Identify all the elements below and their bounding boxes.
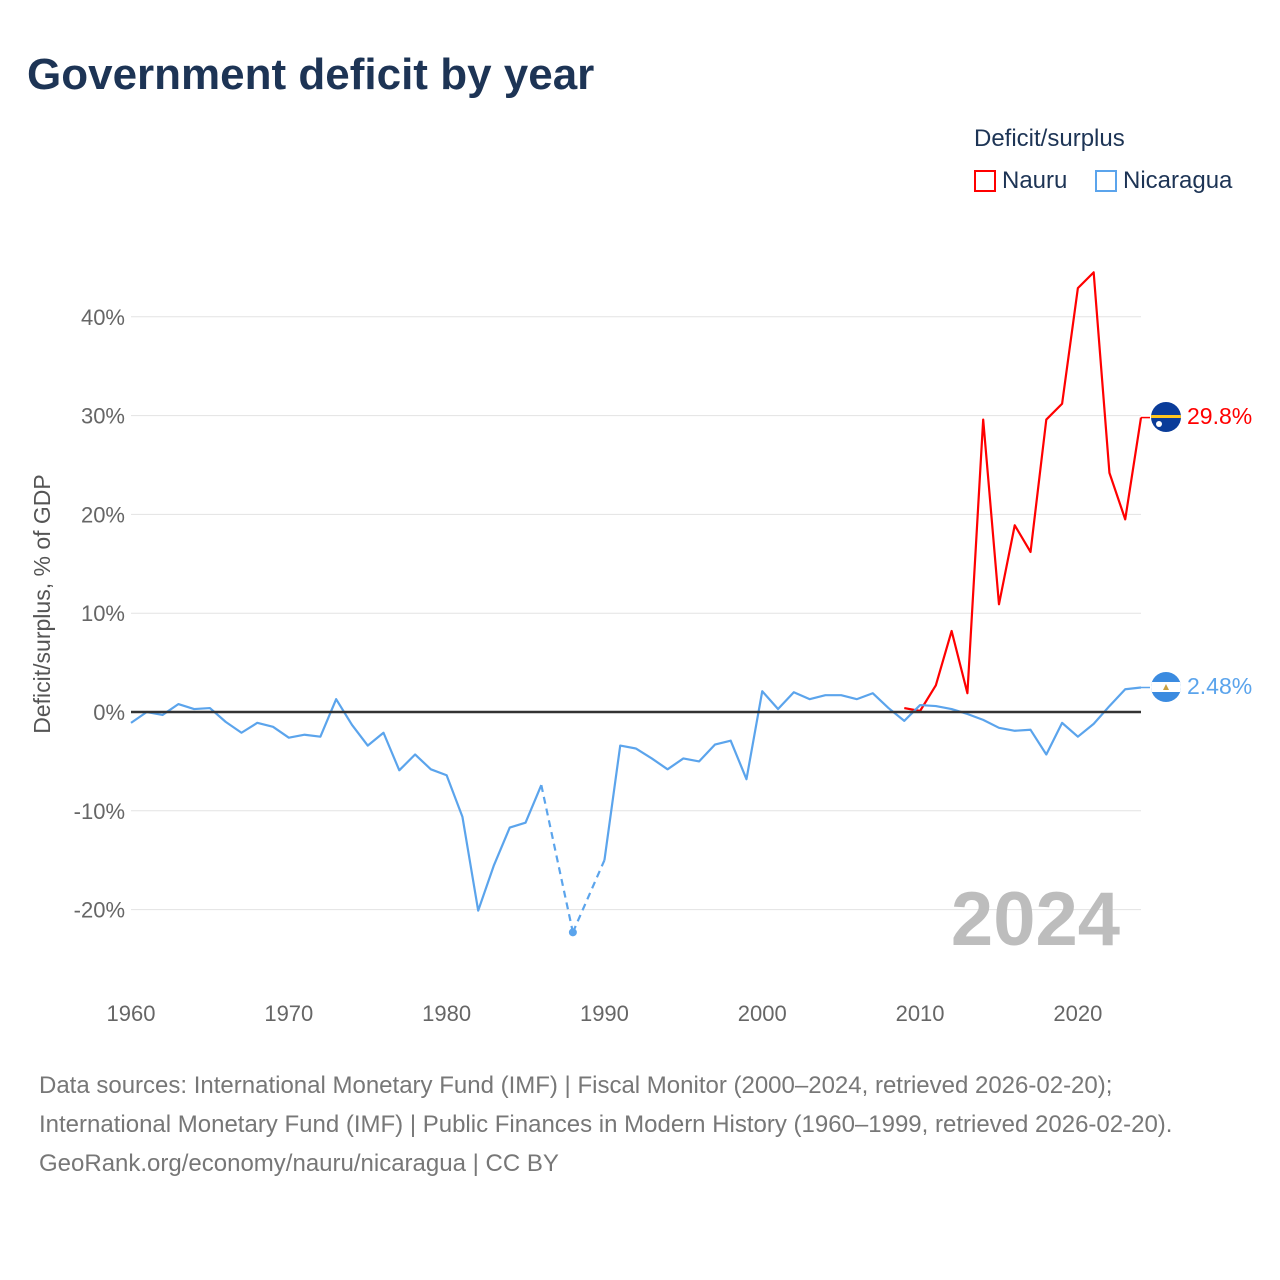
y-tick-label: 30% — [81, 404, 125, 429]
y-tick-label: 0% — [93, 700, 125, 725]
legend-swatch-nicaragua — [1095, 170, 1117, 192]
x-tick-label: 2020 — [1053, 1001, 1102, 1026]
y-tick-label: -20% — [74, 898, 125, 923]
legend-title: Deficit/surplus — [974, 125, 1125, 152]
legend-item-nicaragua[interactable]: Nicaragua — [1095, 167, 1232, 195]
footer: Data sources: International Monetary Fun… — [39, 1066, 1239, 1183]
gap-line-nicaragua — [540, 784, 574, 933]
x-tick-label: 1960 — [107, 1001, 156, 1026]
y-tick-label: -10% — [74, 799, 125, 824]
y-tick-label: 20% — [81, 502, 125, 527]
series-line-nauru — [904, 271, 1143, 713]
credit-link[interactable]: GeoRank.org/economy/nauru/nicaragua | CC… — [39, 1150, 559, 1177]
legend-swatch-nauru — [974, 170, 996, 192]
chart-title: Government deficit by year — [27, 50, 595, 99]
end-label-nicaragua: 2.48% — [1187, 673, 1252, 699]
series-line-nicaragua — [130, 698, 543, 912]
x-tick-label: 1990 — [580, 1001, 629, 1026]
x-tick-label: 2010 — [896, 1001, 945, 1026]
data-sources: Data sources: International Monetary Fun… — [39, 1072, 1173, 1138]
nauru-flag-icon — [1151, 402, 1181, 432]
y-tick-label: 10% — [81, 601, 125, 626]
x-tick-label: 2000 — [738, 1001, 787, 1026]
legend-label: Nicaragua — [1123, 167, 1233, 194]
gap-line-nicaragua — [571, 859, 606, 933]
y-axis-label: Deficit/surplus, % of GDP — [29, 474, 55, 733]
series-line-nicaragua — [603, 686, 1142, 861]
legend-item-nauru[interactable]: Nauru — [974, 167, 1067, 195]
year-watermark: 2024 — [951, 877, 1120, 962]
line-chart: -20% -10% 0% 10% 20% 30% 40% 1960 1970 1980 1990 20… — [29, 271, 1252, 1026]
x-tick-label: 1970 — [264, 1001, 313, 1026]
nicaragua-flag-icon — [1151, 672, 1181, 702]
x-tick-label: 1980 — [422, 1001, 471, 1026]
y-tick-label: 40% — [81, 305, 125, 330]
end-label-nauru: 29.8% — [1187, 403, 1252, 429]
legend-label: Nauru — [1002, 167, 1068, 194]
